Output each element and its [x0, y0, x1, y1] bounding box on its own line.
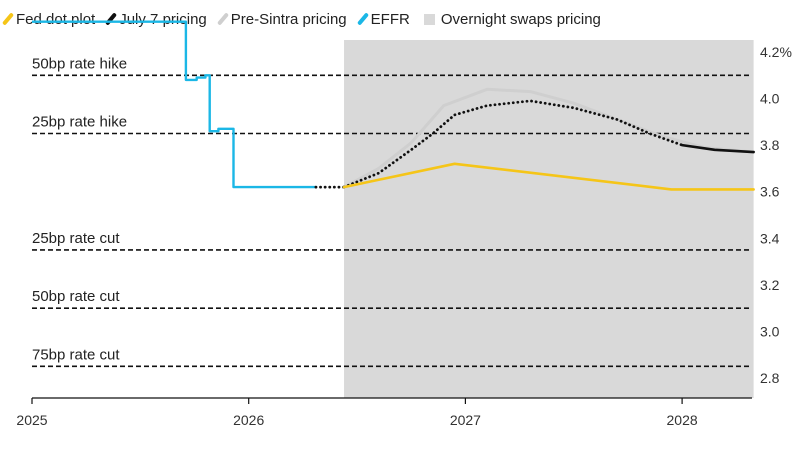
reference-lines-layer: 50bp rate hike 25bp rate hike 25bp rate cu…	[32, 55, 752, 368]
series-line-effr	[32, 20, 316, 189]
y-axis: 2.8 3.0 3.2 3.4 3.6 3.8 4.0 4.2%	[760, 44, 792, 386]
y-tick-label: 3.2	[760, 277, 780, 293]
y-tick-label: 3.0	[760, 323, 780, 339]
reference-line-label: 50bp rate hike	[32, 55, 127, 72]
reference-line-label: 75bp rate cut	[32, 346, 120, 363]
series-line-july-7-pricing	[680, 143, 755, 154]
series-line-july-7-pricing	[342, 99, 684, 189]
legend-label: EFFR	[370, 10, 410, 28]
legend-label: Pre-Sintra pricing	[230, 10, 347, 28]
x-tick-label: 2027	[450, 412, 481, 428]
y-tick-label: 3.8	[760, 137, 780, 153]
shaded-region-layer	[344, 40, 754, 398]
reference-line-label: 25bp rate hike	[32, 114, 127, 131]
y-tick-label: 4.0	[760, 91, 780, 107]
overnight-swaps-shaded-region	[344, 40, 754, 398]
legend-label: Overnight swaps pricing	[440, 10, 601, 28]
legend-swatch	[423, 13, 435, 25]
series-line-pre-sintra-pricing	[342, 87, 756, 189]
legend-item-fed-dot-plot: Fed dot plot	[1, 10, 96, 28]
series-line-fed-dot-plot	[342, 162, 755, 191]
legend-item-effr: EFFR	[356, 10, 410, 28]
y-tick-label: 3.4	[760, 230, 780, 246]
legend-item-overnight-swaps-pricing: Overnight swaps pricing	[423, 10, 601, 28]
reference-line-label: 50bp rate cut	[32, 288, 120, 305]
x-axis: 2025 2026 2027 2028	[16, 397, 752, 428]
legend-item-pre-sintra-pricing: Pre-Sintra pricing	[216, 10, 347, 28]
y-tick-label: 2.8	[760, 370, 780, 386]
series-layer	[32, 20, 756, 191]
x-tick-label: 2025	[16, 412, 47, 428]
x-tick-label: 2028	[667, 412, 698, 428]
y-tick-label: 4.2%	[760, 44, 792, 60]
reference-line-label: 25bp rate cut	[32, 230, 120, 247]
legend-label: Fed dot plot	[16, 10, 96, 28]
x-tick-label: 2026	[233, 412, 264, 428]
y-tick-label: 3.6	[760, 184, 780, 200]
